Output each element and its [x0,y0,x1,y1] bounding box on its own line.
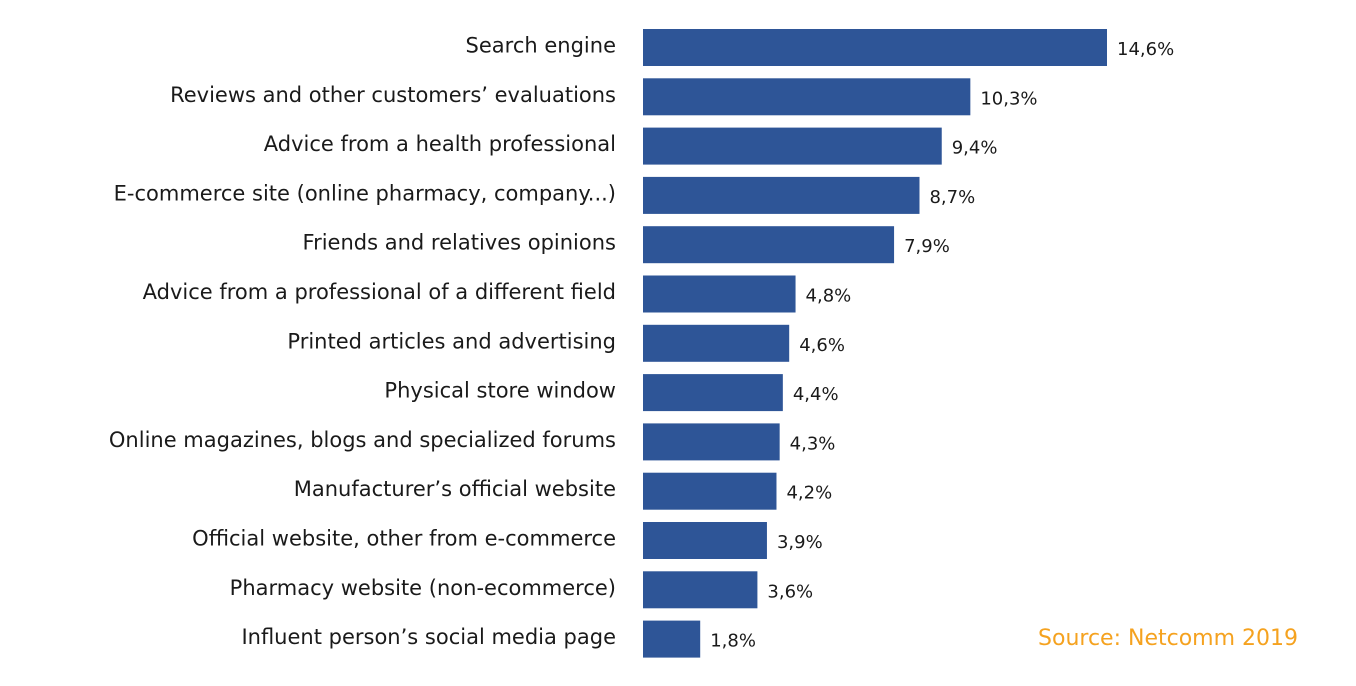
value-label: 3,6% [767,581,813,602]
category-label: Advice from a professional of a differen… [143,280,616,304]
category-label: Friends and relatives opinions [303,231,616,255]
category-label: Manufacturer’s official website [294,477,616,501]
bar [643,275,796,313]
category-labels: Search engine Reviews and other customers… [109,34,616,650]
value-label: 4,3% [790,433,836,454]
bar [643,423,780,461]
category-label: Advice from a health professional [264,132,616,156]
value-label: 1,8% [710,631,756,652]
value-label: 4,2% [786,483,832,504]
category-label: Physical store window [384,379,616,403]
bar [643,571,758,609]
bars [643,29,1107,658]
category-label: Influent person’s social media page [241,625,616,649]
bar [643,78,971,116]
value-label: 4,8% [806,286,852,307]
bar [643,324,790,362]
source-note: Source: Netcomm 2019 [1038,626,1298,651]
bar [643,620,701,658]
bar [643,226,895,264]
category-label: Pharmacy website (non-ecommerce) [230,576,616,600]
category-label: Reviews and other customers’ evaluations [170,83,616,107]
category-label: Online magazines, blogs and specialized … [109,428,616,452]
bar [643,176,920,214]
value-label: 3,9% [777,532,823,553]
category-label: E-commerce site (online pharmacy, compan… [114,181,616,205]
value-label: 8,7% [929,187,975,208]
value-label: 9,4% [952,138,998,159]
value-label: 7,9% [904,236,950,257]
value-label: 4,4% [793,384,839,405]
value-label: 14,6% [1117,39,1174,60]
bar [643,29,1107,66]
category-label: Printed articles and advertising [287,329,616,353]
category-label: Official website, other from e-commerce [192,527,616,551]
bar [643,374,783,412]
value-label: 10,3% [980,88,1037,109]
category-label: Search engine [466,34,616,58]
bar [643,522,767,559]
value-labels: 14,6% 10,3% 9,4% 8,7% 7,9% 4,8% 4,6% 4,4% 4,3% 4,… [710,39,1174,652]
value-label: 4,6% [799,335,845,356]
bar [643,127,942,165]
bar [643,472,777,510]
